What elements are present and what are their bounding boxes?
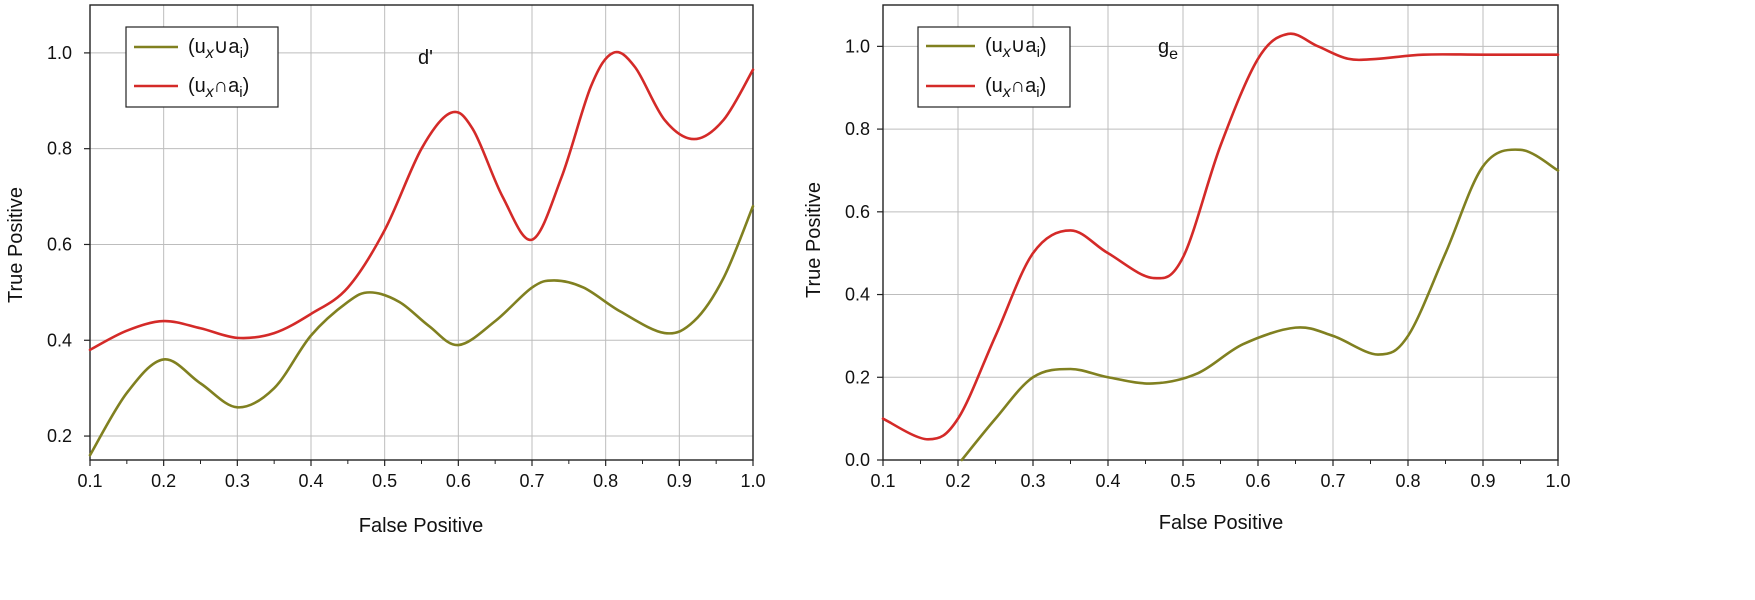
- chart-right-x-tick-label: 0.6: [1245, 471, 1270, 491]
- chart-left-y-tick-label: 1.0: [47, 43, 72, 63]
- chart-right-x-axis-title: False Positive: [1159, 512, 1284, 534]
- chart-left-legend-box: [125, 26, 279, 108]
- chart-left-x-tick-label: 0.1: [77, 471, 102, 491]
- chart-right-x-tick-label: 0.9: [1470, 471, 1495, 491]
- chart-left: 0.1 0.2 0.3 0.4 0.5 0.6 0.7 0.8 0.9 1.0 0.2 0.4 0.6…: [5, 4, 766, 537]
- chart-right-series-union-line: [960, 148, 1560, 462]
- chart-right-x-tick-label: 0.7: [1320, 471, 1345, 491]
- chart-left-x-tick-label: 0.2: [151, 471, 176, 491]
- chart-right-y-tick-label: 0.0: [845, 450, 870, 470]
- chart-left-x-tick-label: 0.9: [667, 471, 692, 491]
- chart-left-x-tick-label: 0.5: [372, 471, 397, 491]
- chart-right-y-tick-label: 0.6: [845, 202, 870, 222]
- chart-left-legend-label-union: (ux∪ai): [188, 36, 250, 62]
- chart-right-series-intersection-line: [881, 32, 1560, 441]
- chart-left-series-intersection-line: [88, 50, 755, 352]
- chart-left-annotation: d': [418, 47, 433, 69]
- chart-left-y-axis-title: True Positive: [5, 187, 27, 303]
- chart-right-legend-label-intersection: (ux∩ai): [985, 75, 1046, 101]
- chart-left-y-tick-label: 0.4: [47, 330, 72, 350]
- chart-right-x-tick-label: 0.8: [1395, 471, 1420, 491]
- chart-right-x-tick-label: 0.5: [1170, 471, 1195, 491]
- chart-left-legend: (ux∪ai) (ux∩ai): [125, 26, 279, 108]
- chart-left-legend-label-intersection: (ux∩ai): [188, 75, 249, 101]
- chart-right-y-tick-label: 0.2: [845, 367, 870, 387]
- chart-left-x-axis-title: False Positive: [359, 515, 484, 537]
- chart-right-x-tick-label: 0.4: [1095, 471, 1120, 491]
- chart-right-legend: (ux∪ai) (ux∩ai): [917, 26, 1071, 108]
- chart-right-x-ticks: 0.1 0.2 0.3 0.4 0.5 0.6 0.7 0.8 0.9 1.0: [870, 460, 1571, 491]
- chart-right-y-ticks: 0.0 0.2 0.4 0.6 0.8 1.0: [845, 36, 883, 470]
- chart-right-annotation: ge: [1158, 36, 1178, 63]
- chart-left-series: [88, 50, 755, 457]
- chart-right-series: [881, 32, 1560, 462]
- chart-left-series-union-line: [88, 204, 755, 457]
- chart-left-y-tick-label: 0.8: [47, 139, 72, 159]
- chart-left-x-tick-label: 0.7: [519, 471, 544, 491]
- chart-left-x-tick-label: 0.3: [225, 471, 250, 491]
- chart-right-legend-label-union: (ux∪ai): [985, 35, 1047, 61]
- chart-left-x-tick-label: 0.6: [446, 471, 471, 491]
- chart-left-y-ticks: 0.2 0.4 0.6 0.8 1.0: [47, 43, 90, 446]
- chart-left-x-tick-label: 1.0: [740, 471, 765, 491]
- chart-left-y-tick-label: 0.2: [47, 426, 72, 446]
- chart-right-y-tick-label: 0.8: [845, 119, 870, 139]
- chart-left-x-tick-label: 0.8: [593, 471, 618, 491]
- chart-right-y-axis-title: True Positive: [803, 182, 825, 298]
- chart-right-x-tick-label: 0.3: [1020, 471, 1045, 491]
- chart-right: 0.1 0.2 0.3 0.4 0.5 0.6 0.7 0.8 0.9 1.0 0.0 0.2 0.4…: [803, 4, 1571, 534]
- chart-right-legend-box: [917, 26, 1071, 108]
- chart-right-x-tick-label: 0.2: [945, 471, 970, 491]
- chart-left-x-ticks: 0.1 0.2 0.3 0.4 0.5 0.6 0.7 0.8 0.9 1.0: [77, 460, 766, 491]
- chart-left-y-tick-label: 0.6: [47, 234, 72, 254]
- chart-right-y-tick-label: 0.4: [845, 285, 870, 305]
- chart-right-x-tick-label: 1.0: [1545, 471, 1570, 491]
- chart-right-x-tick-label: 0.1: [870, 471, 895, 491]
- chart-right-y-tick-label: 1.0: [845, 36, 870, 56]
- chart-left-x-tick-label: 0.4: [298, 471, 323, 491]
